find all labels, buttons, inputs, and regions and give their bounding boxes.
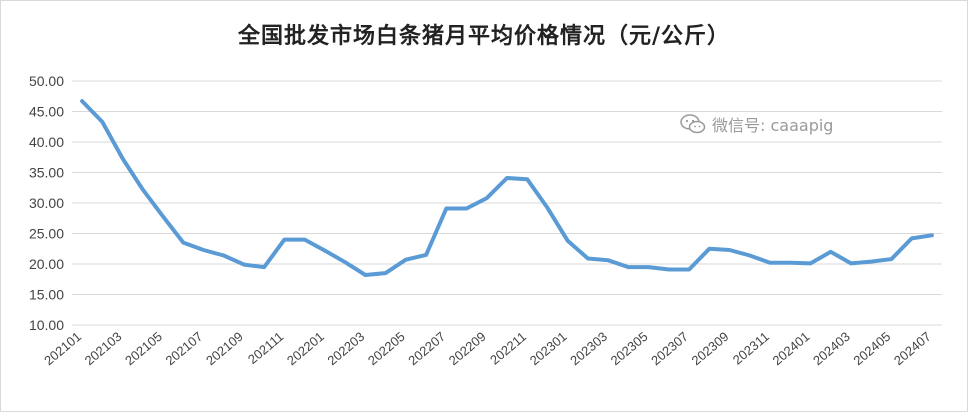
- x-tick-label: 202305: [608, 329, 651, 368]
- x-tick-label: 202303: [567, 329, 610, 368]
- chart-title: 全国批发市场白条猪月平均价格情况（元/公斤）: [237, 23, 731, 49]
- x-tick-label: 202309: [689, 329, 732, 368]
- series-line: [80, 99, 934, 277]
- x-tick-label: 202311: [730, 329, 772, 368]
- x-tick-label: 202111: [245, 329, 286, 367]
- wechat-icon: [680, 114, 706, 134]
- x-tick-label: 202105: [122, 329, 165, 368]
- y-tick-label: 15.00: [29, 287, 64, 303]
- y-tick-label: 50.00: [29, 73, 64, 89]
- x-tick-label: 202307: [648, 329, 691, 368]
- y-tick-label: 35.00: [29, 165, 64, 181]
- x-tick-label: 202207: [405, 329, 448, 368]
- watermark-text: 微信号: caaapig: [712, 116, 834, 135]
- x-tick-label: 202405: [850, 329, 893, 368]
- x-tick-label: 202101: [41, 329, 84, 368]
- x-tick-label: 202301: [527, 329, 570, 368]
- x-tick-label: 202109: [203, 329, 246, 368]
- x-tick-label: 202201: [284, 329, 327, 368]
- y-tick-label: 20.00: [29, 256, 64, 272]
- watermark: 微信号: caaapig: [680, 112, 833, 136]
- y-tick-label: 10.00: [29, 317, 64, 333]
- y-tick-label: 30.00: [29, 195, 64, 211]
- x-tick-label: 202203: [324, 329, 367, 368]
- y-tick-label: 25.00: [29, 226, 64, 242]
- y-tick-label: 40.00: [29, 134, 64, 150]
- x-tick-label: 202407: [891, 329, 934, 368]
- y-tick-label: 45.00: [29, 104, 64, 120]
- x-tick-label: 202107: [163, 329, 206, 368]
- x-tick-label: 202205: [365, 329, 408, 368]
- x-tick-label: 202209: [446, 329, 489, 368]
- x-tick-label: 202103: [82, 329, 125, 368]
- x-tick-label: 202401: [770, 329, 813, 368]
- x-tick-label: 202211: [487, 329, 529, 368]
- x-tick-label: 202403: [810, 329, 853, 368]
